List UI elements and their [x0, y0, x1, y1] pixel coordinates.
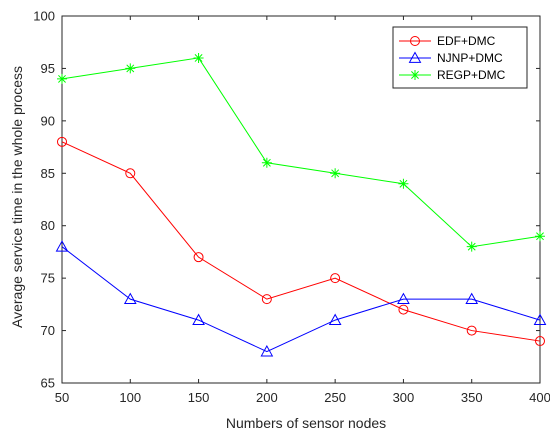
series-njnp-dmc [55, 240, 547, 357]
data-point [465, 292, 479, 305]
data-point [535, 336, 545, 347]
legend-label: NJNP+DMC [437, 51, 503, 65]
data-point [330, 273, 341, 284]
legend-marker [408, 51, 422, 63]
data-point [192, 313, 205, 325]
x-axis-label: Numbers of sensor nodes [226, 415, 386, 431]
data-point [125, 63, 136, 74]
x-tick-label: 250 [324, 390, 346, 405]
series-regp-dmc [57, 52, 545, 252]
data-point [466, 325, 477, 336]
data-point [533, 313, 547, 325]
legend-marker [410, 36, 420, 46]
data-point [55, 240, 69, 252]
legend: EDF+DMC NJNP+DMC REGP+DMC [392, 26, 528, 89]
axes: 50 100 150 200 250 300 350 400 65 70 75 80 85 90 95 100 [33, 9, 550, 406]
y-tick-label: 65 [41, 376, 55, 391]
legend-marker [410, 70, 420, 80]
legend-label: EDF+DMC [437, 34, 496, 48]
x-tick-label: 150 [188, 390, 210, 405]
y-tick-label: 95 [41, 61, 55, 76]
legend-entry-edf-dmc: EDF+DMC [399, 34, 496, 48]
series-group [55, 52, 547, 357]
x-tick-label: 350 [461, 390, 483, 405]
data-point [328, 313, 342, 325]
data-point [193, 252, 204, 263]
series-line-njnp-dmc [61, 246, 541, 353]
data-point [466, 241, 477, 252]
data-point [57, 73, 67, 84]
y-axis-label: Average service time in the whole proces… [9, 66, 25, 328]
data-point [398, 304, 409, 315]
x-tick-label: 100 [119, 390, 141, 405]
x-tick-label: 200 [256, 390, 278, 405]
y-tick-label: 85 [41, 166, 55, 181]
data-point [125, 168, 136, 179]
data-point [193, 52, 204, 63]
data-point [397, 292, 410, 305]
y-tick-label: 100 [33, 9, 55, 24]
x-tick-label: 50 [55, 390, 69, 405]
data-point [57, 136, 67, 147]
y-tick-label: 90 [41, 113, 55, 128]
data-point [261, 294, 272, 305]
legend-entry-regp-dmc: REGP+DMC [399, 68, 506, 82]
y-tick-label: 75 [41, 271, 55, 286]
data-point [398, 178, 409, 189]
data-point [330, 168, 341, 179]
series-edf-dmc [57, 136, 545, 347]
data-point [123, 292, 137, 305]
legend-label: REGP+DMC [437, 68, 506, 82]
data-point [535, 231, 545, 242]
series-line-regp-dmc [61, 57, 541, 248]
x-tick-label: 400 [529, 390, 550, 405]
data-point [260, 345, 274, 357]
x-tick-label: 300 [393, 390, 415, 405]
data-point [261, 157, 272, 168]
series-line-edf-dmc [61, 141, 541, 342]
y-tick-label: 70 [41, 323, 55, 338]
y-tick-label: 80 [41, 218, 55, 233]
legend-entry-njnp-dmc: NJNP+DMC [399, 51, 503, 65]
plot-frame [61, 15, 541, 384]
